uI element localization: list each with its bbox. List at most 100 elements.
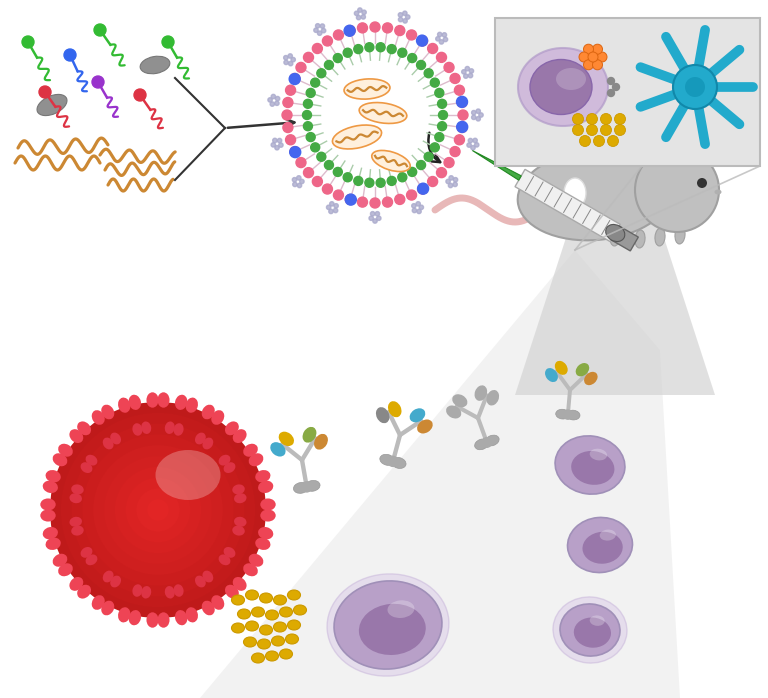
Circle shape <box>22 36 34 48</box>
Circle shape <box>468 73 472 77</box>
Circle shape <box>323 184 333 194</box>
Circle shape <box>439 110 448 119</box>
Ellipse shape <box>571 451 614 485</box>
Polygon shape <box>200 250 680 698</box>
Ellipse shape <box>590 449 607 461</box>
Circle shape <box>311 78 319 87</box>
Circle shape <box>563 410 572 419</box>
Circle shape <box>424 68 433 77</box>
Circle shape <box>435 133 444 142</box>
Ellipse shape <box>58 444 73 456</box>
Circle shape <box>268 98 273 102</box>
Ellipse shape <box>359 604 425 655</box>
Circle shape <box>376 178 385 187</box>
Circle shape <box>376 216 381 221</box>
Circle shape <box>134 89 146 101</box>
Ellipse shape <box>91 595 104 610</box>
Circle shape <box>162 36 174 48</box>
Circle shape <box>418 183 429 194</box>
Ellipse shape <box>71 484 84 494</box>
Ellipse shape <box>45 470 61 482</box>
Ellipse shape <box>260 625 273 635</box>
Ellipse shape <box>518 48 608 126</box>
Ellipse shape <box>186 607 198 623</box>
Circle shape <box>370 198 380 208</box>
Circle shape <box>297 184 302 188</box>
Circle shape <box>282 110 292 120</box>
Circle shape <box>416 202 420 206</box>
Circle shape <box>344 25 355 36</box>
Ellipse shape <box>186 398 198 413</box>
Ellipse shape <box>257 639 270 649</box>
Circle shape <box>476 109 481 113</box>
Circle shape <box>283 123 293 133</box>
Ellipse shape <box>157 612 170 628</box>
Circle shape <box>333 54 343 63</box>
Circle shape <box>453 182 457 186</box>
Circle shape <box>358 8 362 13</box>
Ellipse shape <box>246 621 259 631</box>
Circle shape <box>326 205 331 209</box>
Ellipse shape <box>555 436 625 494</box>
Ellipse shape <box>258 481 273 493</box>
Circle shape <box>64 49 76 61</box>
Ellipse shape <box>388 401 402 417</box>
Circle shape <box>472 115 476 119</box>
Circle shape <box>286 135 296 144</box>
Circle shape <box>290 73 300 84</box>
Circle shape <box>584 60 594 70</box>
Ellipse shape <box>249 453 263 466</box>
Ellipse shape <box>69 429 83 443</box>
Ellipse shape <box>203 438 214 450</box>
Circle shape <box>587 114 598 124</box>
Circle shape <box>457 123 467 133</box>
Polygon shape <box>611 226 638 251</box>
Circle shape <box>283 56 288 60</box>
Ellipse shape <box>590 616 604 626</box>
Circle shape <box>343 173 353 181</box>
Ellipse shape <box>195 576 206 588</box>
Ellipse shape <box>286 634 299 644</box>
Ellipse shape <box>43 481 58 493</box>
Ellipse shape <box>246 590 259 600</box>
Circle shape <box>283 98 293 107</box>
Ellipse shape <box>140 57 170 74</box>
Circle shape <box>408 54 417 63</box>
Circle shape <box>430 78 439 87</box>
Ellipse shape <box>266 610 279 620</box>
Circle shape <box>395 195 405 205</box>
Ellipse shape <box>600 530 616 541</box>
Ellipse shape <box>219 554 230 565</box>
Circle shape <box>365 43 374 52</box>
Ellipse shape <box>486 390 499 406</box>
Circle shape <box>93 445 223 574</box>
Circle shape <box>354 45 362 54</box>
Ellipse shape <box>344 79 390 99</box>
Circle shape <box>313 43 323 54</box>
Circle shape <box>333 30 343 40</box>
Ellipse shape <box>243 563 258 577</box>
Circle shape <box>137 489 180 532</box>
Ellipse shape <box>165 586 175 599</box>
Circle shape <box>614 124 625 135</box>
Circle shape <box>314 28 318 32</box>
Circle shape <box>443 37 448 42</box>
Ellipse shape <box>195 433 206 445</box>
Ellipse shape <box>40 510 56 521</box>
Circle shape <box>382 197 392 207</box>
Circle shape <box>387 177 396 186</box>
Circle shape <box>444 158 454 168</box>
Ellipse shape <box>556 409 569 419</box>
Circle shape <box>607 77 614 84</box>
Ellipse shape <box>388 600 415 618</box>
Ellipse shape <box>530 59 592 114</box>
Ellipse shape <box>45 537 61 550</box>
Ellipse shape <box>270 442 286 456</box>
Ellipse shape <box>545 368 558 382</box>
Circle shape <box>61 413 255 607</box>
Ellipse shape <box>223 462 236 473</box>
Ellipse shape <box>485 435 499 446</box>
Ellipse shape <box>475 439 488 450</box>
Circle shape <box>329 202 334 206</box>
Circle shape <box>321 29 326 33</box>
